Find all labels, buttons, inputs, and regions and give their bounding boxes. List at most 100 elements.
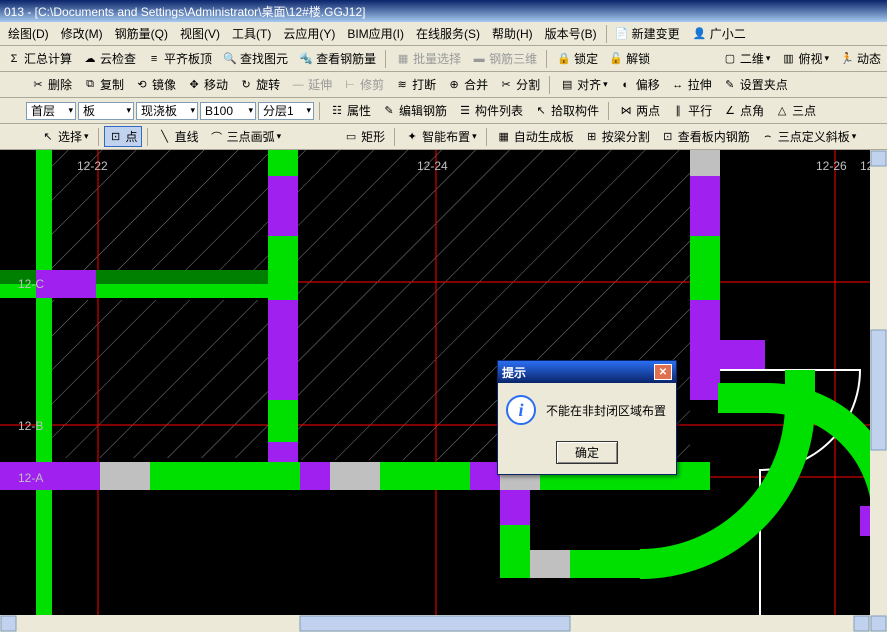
select-button[interactable]: ↖选择 ▾ (36, 126, 93, 147)
3pt-icon: △ (774, 103, 790, 119)
merge-icon: ⊕ (446, 77, 462, 93)
sum-calc-button[interactable]: Σ汇总计算 (2, 48, 76, 69)
menu-modify[interactable]: 修改(M) (55, 23, 109, 44)
pick-button[interactable]: ↖拾取构件 (529, 100, 603, 121)
rect-icon: ▭ (343, 129, 359, 145)
rotate-button[interactable]: ↻旋转 (234, 74, 284, 95)
menu-tools[interactable]: 工具(T) (226, 23, 277, 44)
move-button[interactable]: ✥移动 (182, 74, 232, 95)
smart-icon: ✦ (404, 129, 420, 145)
window-title: 013 - [C:\Documents and Settings\Adminis… (4, 3, 366, 20)
cursor-icon: ↖ (40, 129, 56, 145)
run-icon: 🏃 (839, 51, 855, 67)
align-slab-button[interactable]: ≡平齐板顶 (142, 48, 216, 69)
rotate-icon: ↻ (238, 77, 254, 93)
mirror-button[interactable]: ⟲镜像 (130, 74, 180, 95)
cloud-check-icon: ☁ (82, 51, 98, 67)
delete-button[interactable]: ✂删除 (26, 74, 76, 95)
toolbar-2: ✂删除 ⧉复制 ⟲镜像 ✥移动 ↻旋转 —延伸 ⊢修剪 ≋打断 ⊕合并 ✂分割 … (0, 72, 887, 98)
menu-help[interactable]: 帮助(H) (486, 23, 539, 44)
list-icon: ☰ (457, 103, 473, 119)
align-button[interactable]: ▤对齐 ▾ (555, 74, 612, 95)
break-button[interactable]: ≋打断 (390, 74, 440, 95)
align2-icon: ▤ (559, 77, 575, 93)
auto-gen-button[interactable]: ▦自动生成板 (492, 126, 578, 147)
rect-button[interactable]: ▭矩形 (339, 126, 389, 147)
batch-select-button[interactable]: ▦批量选择 (391, 48, 465, 69)
edit-rebar-button[interactable]: ✎编辑钢筋 (377, 100, 451, 121)
line-icon: ╲ (157, 129, 173, 145)
axis-x1: 12-22 (77, 159, 108, 173)
split-icon: ✂ (498, 77, 514, 93)
search-icon: 🔍 (222, 51, 238, 67)
incline-slab-button[interactable]: ⌢三点定义斜板 ▾ (756, 126, 861, 147)
menu-version[interactable]: 版本号(B) (539, 23, 603, 44)
close-icon[interactable]: ✕ (654, 364, 672, 380)
menu-online[interactable]: 在线服务(S) (410, 23, 486, 44)
menu-cloud[interactable]: 云应用(Y) (277, 23, 341, 44)
two-point-button[interactable]: ⋈两点 (614, 100, 664, 121)
extend-button[interactable]: —延伸 (286, 74, 336, 95)
point-button[interactable]: ⊡点 (104, 126, 142, 147)
ptangle-icon: ∠ (722, 103, 738, 119)
member-dropdown[interactable]: B100 (200, 102, 256, 120)
cloud-check-button[interactable]: ☁云检查 (78, 48, 140, 69)
menu-view[interactable]: 视图(V) (174, 23, 226, 44)
category-dropdown[interactable]: 板 (78, 102, 134, 120)
view-slab-rebar-button[interactable]: ⊡查看板内钢筋 (656, 126, 754, 147)
layer-dropdown[interactable]: 分层1 (258, 102, 314, 120)
axis-y2: 12-B (18, 419, 43, 433)
parallel-icon: ∥ (670, 103, 686, 119)
three-point-button[interactable]: △三点 (770, 100, 820, 121)
merge-button[interactable]: ⊕合并 (442, 74, 492, 95)
rebar-icon: 🔩 (298, 51, 314, 67)
property-button[interactable]: ☷属性 (325, 100, 375, 121)
unlock-button[interactable]: 🔓解锁 (604, 48, 654, 69)
new-change-button[interactable]: 📄新建变更 (610, 23, 684, 44)
sigma-icon: Σ (6, 51, 22, 67)
point-icon: ⊡ (108, 129, 124, 145)
stretch-button[interactable]: ↔拉伸 (666, 74, 716, 95)
smart-layout-button[interactable]: ✦智能布置 ▾ (400, 126, 481, 147)
floor-dropdown[interactable]: 首层 (26, 102, 76, 120)
offset-button[interactable]: ◐偏移 (614, 74, 664, 95)
dialog-title: 提示 (502, 364, 526, 381)
splitbeam-icon: ⊞ (584, 129, 600, 145)
point-angle-button[interactable]: ∠点角 (718, 100, 768, 121)
pick-icon: ↖ (533, 103, 549, 119)
arc-button[interactable]: ⌒三点画弧 ▾ (205, 126, 286, 147)
user-button[interactable]: 👤广小二 (688, 23, 750, 44)
dynamic-button[interactable]: 🏃动态 (835, 48, 885, 69)
lock-icon: 🔒 (556, 51, 572, 67)
axis-x2: 12-24 (417, 159, 448, 173)
ok-button[interactable]: 确定 (556, 441, 618, 464)
find-element-button[interactable]: 🔍查找图元 (218, 48, 292, 69)
title-bar: 013 - [C:\Documents and Settings\Adminis… (0, 0, 887, 22)
box-icon: ▢ (722, 51, 738, 67)
menu-draw[interactable]: 绘图(D) (2, 23, 55, 44)
copy-button[interactable]: ⧉复制 (78, 74, 128, 95)
break-icon: ≋ (394, 77, 410, 93)
split-button[interactable]: ✂分割 (494, 74, 544, 95)
lock-button[interactable]: 🔒锁定 (552, 48, 602, 69)
parallel-button[interactable]: ∥平行 (666, 100, 716, 121)
rebar-3d-button[interactable]: ▬钢筋三维 (467, 48, 541, 69)
menu-bim[interactable]: BIM应用(I) (341, 23, 410, 44)
grip-button[interactable]: ✎设置夹点 (718, 74, 792, 95)
top-view-button[interactable]: ▥俯视 ▾ (776, 48, 833, 69)
dialog-title-bar[interactable]: 提示 ✕ (498, 361, 676, 383)
axis-x3: 12-26 (816, 159, 847, 173)
subtype-dropdown[interactable]: 现浇板 (136, 102, 198, 120)
toolbar-4: ↖选择 ▾ ⊡点 ╲直线 ⌒三点画弧 ▾ ▭矩形 ✦智能布置 ▾ ▦自动生成板 … (0, 124, 887, 150)
drawing-canvas[interactable]: 12-22 12-24 12-26 12-2 12-C 12-B 12-A 提示… (0, 150, 887, 632)
view-rebar-qty-button[interactable]: 🔩查看钢筋量 (294, 48, 380, 69)
split-beam-button[interactable]: ⊞按梁分割 (580, 126, 654, 147)
info-icon: i (506, 395, 536, 425)
menu-rebar[interactable]: 钢筋量(Q) (109, 23, 174, 44)
trim-button[interactable]: ⊢修剪 (338, 74, 388, 95)
line-button[interactable]: ╲直线 (153, 126, 203, 147)
dialog-message: 不能在非封闭区域布置 (546, 402, 666, 419)
2d-button[interactable]: ▢二维 ▾ (718, 48, 775, 69)
arc-icon: ⌒ (209, 129, 225, 145)
component-list-button[interactable]: ☰构件列表 (453, 100, 527, 121)
